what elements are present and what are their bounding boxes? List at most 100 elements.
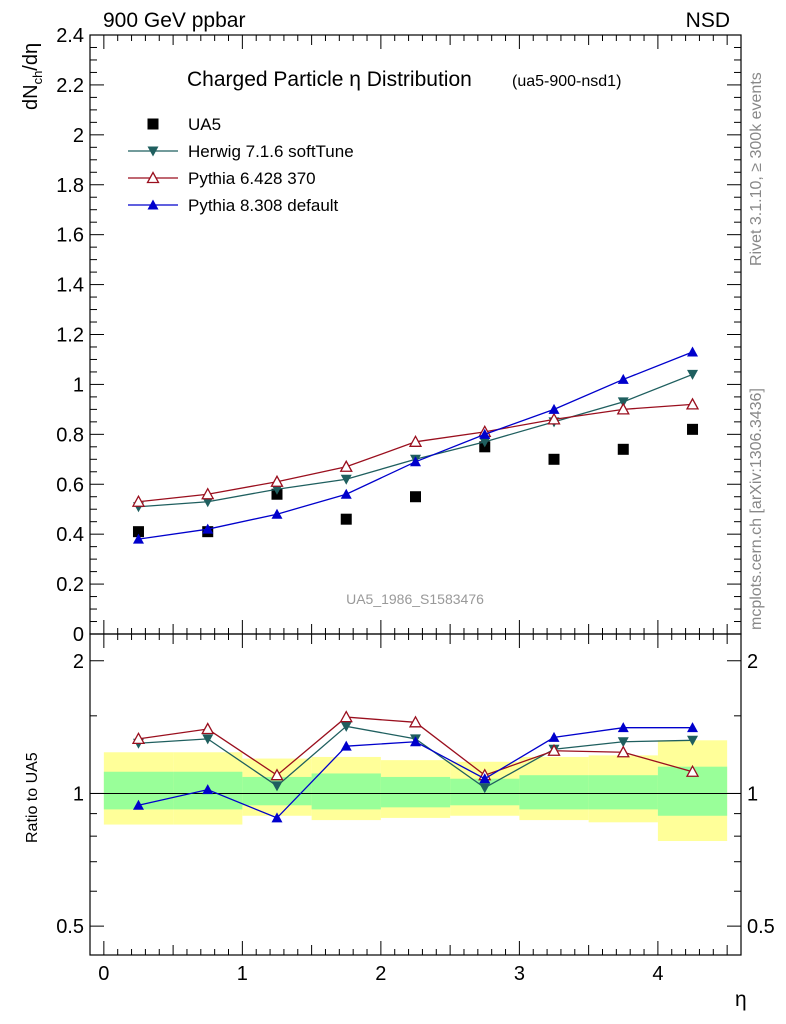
ratio-point-herwig-7-1-6-softtune [687,735,699,746]
point-herwig-7-1-6-softtune [479,437,491,448]
legend-label: Pythia 6.428 370 [188,169,316,188]
point-herwig-7-1-6-softtune [202,497,214,508]
legend-label: Pythia 8.308 default [188,196,339,215]
y-tick-label: 1.8 [56,175,84,197]
point-ua5 [132,526,144,538]
point-pythia-8-308-default [479,428,491,439]
ratio-series [131,710,700,823]
point-herwig-7-1-6-softtune [340,474,352,485]
ratio-y-tick-label: 0.5 [56,916,84,938]
ratio-point-herwig-7-1-6-softtune [271,781,283,792]
point-pythia-8-308-default [340,488,352,499]
legend-label: Herwig 7.1.6 softTune [188,142,354,161]
point-ua5 [340,513,352,525]
series-line-pythia-6-428-370 [138,403,693,503]
point-pythia-6-428-370 [270,474,284,487]
point-pythia-8-308-default [548,403,560,414]
ratio-point-pythia-8-308-default [548,731,560,742]
point-pythia-6-428-370 [616,402,630,415]
ratio-point-herwig-7-1-6-softtune [479,783,491,794]
point-ua5 [548,453,560,465]
ratio-y-tick-label: 0.5 [747,916,775,938]
y-tick-label: 1.2 [56,325,84,347]
analysis-label: UA5_1986_S1583476 [346,591,484,607]
point-pythia-8-308-default [410,456,421,467]
ratio-point-pythia-8-308-default [617,722,629,733]
y-tick-label: 1.4 [56,275,84,297]
ratio-point-pythia-8-308-default [202,784,214,795]
x-tick-label: 1 [237,963,248,985]
ratio-axes: 0 1 2 3 4 0.5 0.5 1 1 2 2 [56,633,775,985]
y-tick-label: 1 [73,374,84,396]
x-axis-label: η [735,988,747,1011]
main-axes: 0 0.2 0.4 0.6 0.8 1 1.2 1.4 1.6 1.8 2 2.2 2.4 [56,25,742,648]
ratio-point-pythia-6-428-370 [270,768,284,781]
ratio-point-pythia-8-308-default [687,722,699,733]
x-tick-label: 4 [652,963,663,985]
uncertainty-bands [90,740,741,842]
y-tick-label: 0 [73,624,84,646]
legend-label: UA5 [188,115,221,134]
legend: UA5 Herwig 7.1.6 softTune Pythia 6.428 370… [128,115,354,215]
point-pythia-6-428-370 [685,397,700,410]
ratio-point-pythia-6-428-370 [339,710,353,723]
band-inner [380,776,451,808]
x-tick-label: 2 [375,963,386,985]
main-subtitle: (ua5-900-nsd1) [512,73,621,90]
y-tick-label: 2.4 [56,25,84,47]
header-right: NSD [686,9,730,32]
main-title: Charged Particle η Distribution [187,68,472,91]
point-pythia-8-308-default [271,508,283,519]
header-left: 900 GeV ppbar [103,9,245,32]
y-tick-label: 2.2 [56,75,84,97]
ratio-point-pythia-8-308-default [340,740,352,751]
mcplots-label: mcplots.cern.ch [arXiv:1306.3436] [748,388,765,630]
ratio-point-pythia-6-428-370 [201,722,215,735]
point-pythia-8-308-default [202,523,214,534]
y-tick-label: 1.6 [56,225,84,247]
band-inner [588,775,658,810]
legend-marker [147,146,159,157]
point-herwig-7-1-6-softtune [271,484,283,495]
point-pythia-6-428-370 [547,412,561,425]
point-ua5 [687,423,699,435]
point-pythia-6-428-370 [339,459,353,472]
svg-text:dNch/dη: dNch/dη [20,43,45,110]
point-ua5 [410,491,421,503]
ratio-y-axis-label: Ratio to UA5 [24,752,41,843]
ratio-y-tick-label: 1 [747,783,758,805]
main-y-axis-label: dNch/dη [20,43,45,110]
point-herwig-7-1-6-softtune [617,397,629,408]
ratio-point-pythia-6-428-370 [616,745,630,758]
y-tick-label: 0.2 [56,574,84,596]
ratio-point-pythia-6-428-370 [408,715,423,728]
point-pythia-6-428-370 [408,434,423,447]
y-tick-label: 0.6 [56,474,84,496]
point-pythia-6-428-370 [201,487,215,500]
ratio-point-pythia-8-308-default [410,736,421,747]
ratio-point-herwig-7-1-6-softtune [340,721,352,732]
main-series [131,346,700,544]
point-pythia-8-308-default [687,346,699,357]
ratio-point-herwig-7-1-6-softtune [202,734,214,745]
x-tick-label: 0 [98,963,109,985]
point-pythia-8-308-default [132,533,144,544]
y-tick-label: 0.4 [56,524,84,546]
ratio-point-pythia-6-428-370 [547,743,561,756]
ratio-point-pythia-8-308-default [132,799,144,810]
y-tick-label: 2 [73,125,84,147]
point-pythia-6-428-370 [131,494,146,507]
ratio-point-pythia-8-308-default [271,812,283,823]
ratio-frame [89,633,742,956]
legend-marker [147,118,159,130]
ratio-point-herwig-7-1-6-softtune [617,737,629,748]
ratio-y-tick-label: 2 [73,651,84,673]
ratio-y-tick-label: 2 [747,651,758,673]
ratio-point-pythia-6-428-370 [685,764,700,777]
ratio-point-pythia-8-308-default [479,773,491,784]
point-ua5 [617,443,629,455]
legend-marker [147,199,159,210]
band-inner [311,773,381,810]
legend-marker [146,171,160,184]
ratio-y-tick-label: 1 [73,783,84,805]
